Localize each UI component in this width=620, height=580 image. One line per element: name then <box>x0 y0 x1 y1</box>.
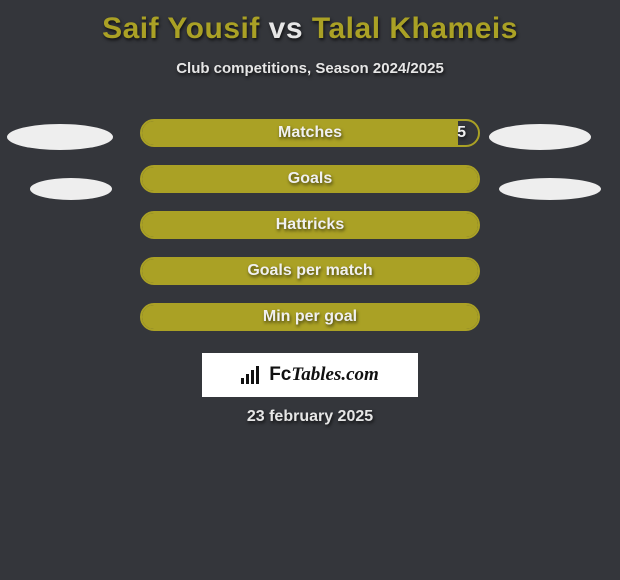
page-title: Saif Yousif vs Talal Khameis <box>0 0 620 46</box>
stat-label: Min per goal <box>142 305 478 329</box>
bars-icon <box>241 366 263 384</box>
logo-fc: Fc <box>269 364 291 385</box>
title-vs: vs <box>260 12 312 45</box>
stat-bar: Goals <box>140 165 480 193</box>
stat-row: Min per goal <box>0 303 620 331</box>
stat-row: Goals <box>0 165 620 193</box>
stat-bar: Hattricks <box>140 211 480 239</box>
player-2-name: Talal Khameis <box>312 12 518 45</box>
stat-label: Hattricks <box>142 213 478 237</box>
stat-label: Goals <box>142 167 478 191</box>
stat-row: Matches5 <box>0 119 620 147</box>
stat-label: Matches <box>142 121 478 145</box>
date-label: 23 february 2025 <box>0 408 620 426</box>
fctables-logo: FcTables.com <box>202 353 418 397</box>
stat-row: Hattricks <box>0 211 620 239</box>
stat-value: 5 <box>457 121 466 145</box>
stat-bar: Goals per match <box>140 257 480 285</box>
player-1-name: Saif Yousif <box>102 12 260 45</box>
stat-label: Goals per match <box>142 259 478 283</box>
stat-row: Goals per match <box>0 257 620 285</box>
logo-rest: Tables.com <box>291 364 378 385</box>
logo-text: FcTables.com <box>241 364 379 386</box>
subtitle: Club competitions, Season 2024/2025 <box>0 60 620 77</box>
stat-bar: Min per goal <box>140 303 480 331</box>
stat-bar: Matches5 <box>140 119 480 147</box>
stat-rows: Matches5 Goals Hattricks Goals per match Min… <box>0 119 620 331</box>
